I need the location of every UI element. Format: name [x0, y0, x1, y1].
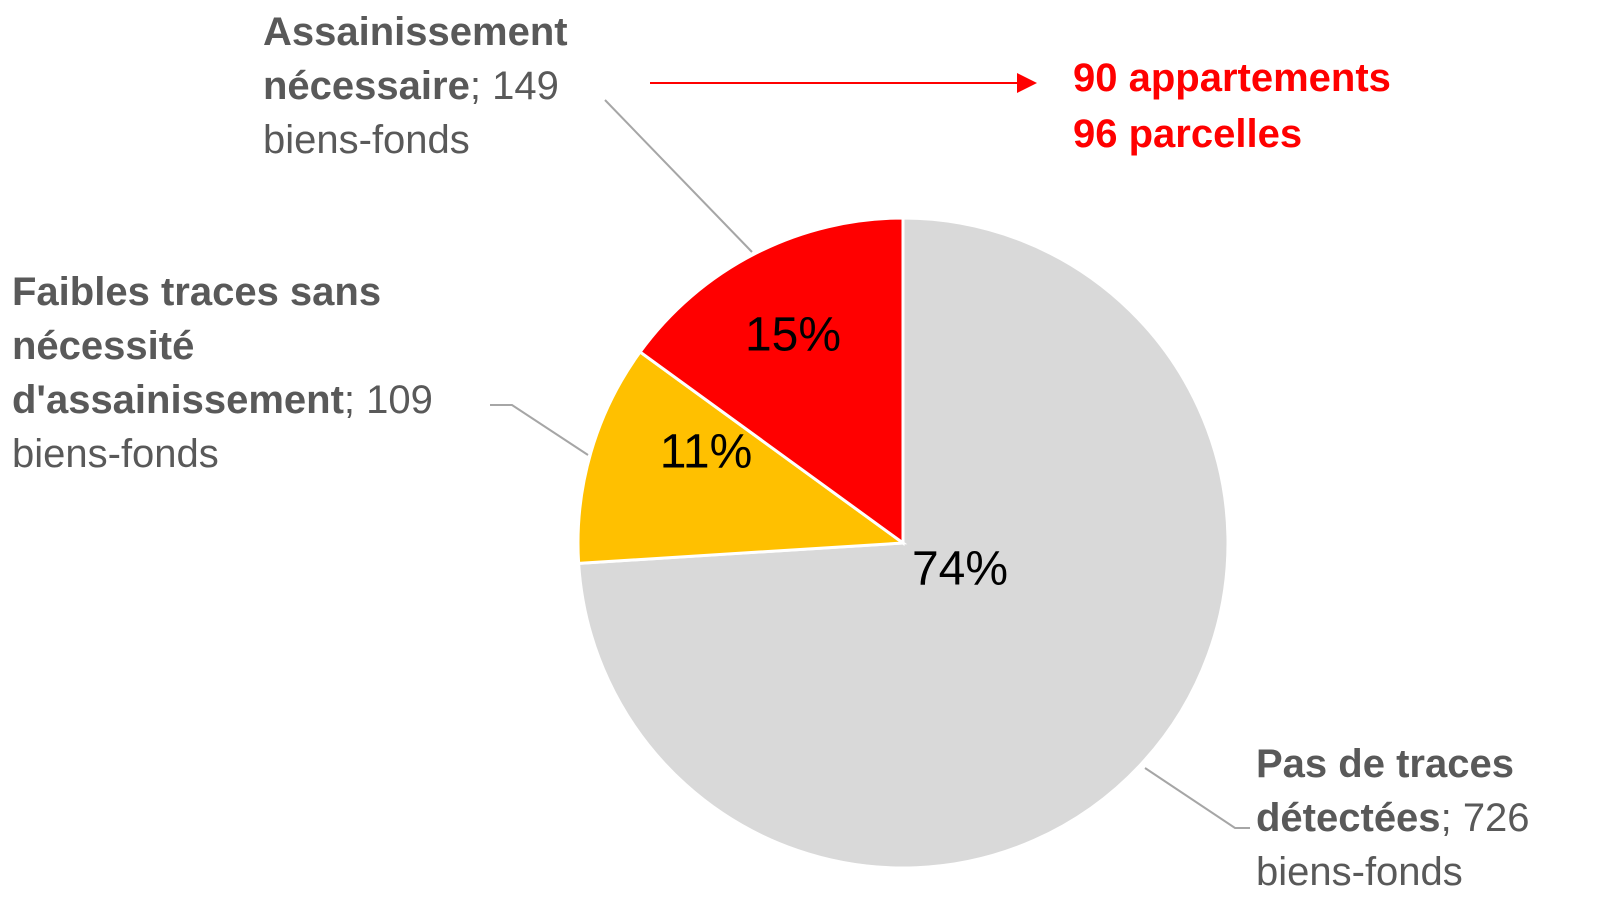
category-name: Faibles traces sans nécessité d'assainis…	[12, 270, 382, 422]
category-name: Assainissement nécessaire	[263, 10, 568, 108]
annotation: 96 parcelles	[1073, 112, 1303, 156]
count: 726	[1462, 796, 1530, 840]
category-name: Pas de traces détectées	[1256, 742, 1514, 840]
value-label: 11%	[660, 426, 753, 479]
pie-slice	[576, 349, 908, 565]
count-unit: biens-fonds	[1256, 850, 1463, 894]
category-label: Assainissement nécessaire; 149 biens-fon…	[263, 5, 623, 167]
count-separator: ;	[469, 64, 481, 108]
leader-line	[604, 99, 753, 253]
count-separator: ;	[1440, 796, 1452, 840]
category-label: Pas de traces détectées; 726 biens-fonds	[1256, 737, 1601, 899]
leader-line	[1144, 767, 1250, 829]
value-label: 15%	[745, 309, 841, 362]
count-separator: ;	[343, 378, 356, 422]
count-unit: biens-fonds	[12, 432, 219, 476]
value-label: 74%	[912, 543, 1008, 596]
count: 109	[366, 378, 433, 422]
category-label: Faibles traces sans nécessité d'assainis…	[12, 265, 512, 481]
slices	[576, 216, 1230, 870]
count-unit: biens-fonds	[263, 118, 470, 162]
annotation: 90 appartements	[1073, 56, 1391, 100]
leader-line	[490, 404, 589, 456]
pie-slice	[637, 216, 905, 546]
count: 149	[492, 64, 559, 108]
